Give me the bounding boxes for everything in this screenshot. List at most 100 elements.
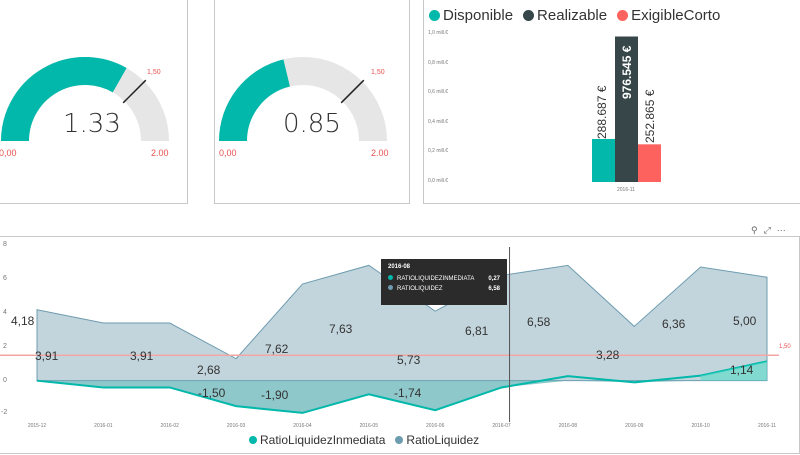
legend-label-disponible: Disponible	[443, 7, 514, 24]
x-tick-2016-05: 2016-05	[360, 423, 379, 429]
x-tick-2016-06: 2016-06	[426, 423, 445, 429]
ratioliquidez-value-label: 7,63	[329, 322, 353, 336]
ratioliquidez-value-label: 6,58	[527, 315, 551, 329]
ratioliquidez-value-label: 3,91	[130, 349, 154, 363]
gauge-1-target-marker	[122, 79, 147, 104]
line-chart-legend: RatioLiquidezInmediata RatioLiquidez	[249, 433, 479, 447]
line-y-tick-8: 8	[3, 241, 7, 248]
line-chart-card[interactable]: ⚲ ⤢ ⋯ 2015-12 2016-01 2016-02 2016-03 2016-0…	[0, 225, 800, 454]
gauge-card-2[interactable]: 0.85 0,00 2.00 1,50	[214, 0, 410, 204]
y-tick-0-0: 0,0 mill.€	[428, 178, 449, 184]
gauge-1-value-arc	[1, 57, 127, 142]
tooltip-row-inmediata: RATIOLIQUIDEZINMEDIATA 0,27	[388, 275, 500, 282]
legend-dot-exigiblecorto	[617, 10, 629, 21]
visual-header-icons: ⚲ ⤢ ⋯	[751, 225, 786, 236]
x-tick-2016-07: 2016-07	[492, 423, 511, 429]
ratioliquidezinmediata-value-label: 1,14	[730, 363, 754, 377]
x-tick-2015-12: 2015-12	[28, 423, 47, 429]
x-axis-ticks: 2015-12 2016-01 2016-02 2016-03 2016-04 2016-…	[28, 423, 776, 429]
bar-chart-card[interactable]: Disponible Realizable ExigibleCorto 1,0 …	[423, 0, 800, 204]
bar-label-disponible: 288.687 €	[595, 85, 609, 139]
ratioliquidez-value-label: 6,81	[465, 324, 489, 338]
positive-highlight-area	[700, 361, 767, 381]
ratioliquidez-value-label: 2,68	[197, 363, 221, 377]
tooltip: 2016-08 RATIOLIQUIDEZINMEDIATA 0,27 RATI…	[381, 259, 507, 305]
x-tick-2016-01: 2016-01	[94, 423, 113, 429]
ratioliquidez-value-label: 5,73	[397, 353, 421, 367]
gauge-2-target-marker	[340, 79, 365, 104]
gauge-2-value-arc	[219, 59, 291, 142]
tooltip-value-inmediata: 0,27	[488, 275, 500, 282]
gauge-2-target-label: 1,50	[371, 69, 385, 76]
ratioliquidezinmediata-area	[37, 380, 767, 413]
tooltip-label-inmediata: RATIOLIQUIDEZINMEDIATA	[397, 276, 475, 282]
gauge-1-target-label: 1,50	[147, 69, 161, 76]
gauge-1	[1, 57, 169, 142]
bar-label-realizable: 976.545 €	[620, 45, 634, 99]
ratioliquidezinmediata-value-label: -1,50	[198, 386, 226, 400]
legend-item-disponible[interactable]: Disponible	[429, 7, 513, 24]
tooltip-row-liquidez: RATIOLIQUIDEZ 6,58	[388, 285, 500, 292]
line-y-tick-neg2: -2	[1, 409, 8, 416]
legend-label-ratioliquidez: RatioLiquidez	[406, 433, 480, 447]
y-tick-0-6: 0,6 mill.€	[428, 89, 449, 95]
tooltip-label-liquidez: RATIOLIQUIDEZ	[397, 286, 443, 292]
ratioliquidez-value-label: 3,91	[35, 349, 59, 363]
ratioliquidezinmediata-value-label: -1,74	[394, 386, 422, 400]
gauge-1-max-label: 2.00	[151, 148, 169, 158]
ratioliquidez-value-label: 4,18	[11, 314, 35, 328]
gauge-2-value: 0.85	[283, 109, 341, 139]
legend-item-ratioliquidezinmediata[interactable]: RatioLiquidezInmediata	[249, 433, 385, 447]
legend-dot-ratioliquidezinmediata	[249, 436, 257, 444]
x-tick-2016-02: 2016-02	[161, 423, 180, 429]
bar-chart-plot	[592, 36, 661, 182]
line-y-tick-2: 2	[3, 343, 7, 350]
tooltip-value-liquidez: 6,58	[488, 285, 500, 292]
x-tick-2016-03: 2016-03	[227, 423, 246, 429]
y-tick-0-2: 0,2 mill.€	[428, 148, 449, 154]
line-y-tick-0: 0	[3, 377, 7, 384]
focus-icon[interactable]: ⤢	[763, 225, 771, 235]
gauge-2-min-label: 0,00	[219, 148, 237, 158]
ratioliquidez-value-label: 7,62	[265, 342, 289, 356]
line-y-tick-4: 4	[3, 309, 7, 316]
ratioliquidez-value-label: 3,28	[596, 348, 620, 362]
bar-chart-legend: Disponible Realizable ExigibleCorto	[429, 7, 720, 24]
gauge-card-1[interactable]: 1.33 0,00 2.00 1,50	[0, 0, 188, 204]
legend-item-realizable[interactable]: Realizable	[523, 7, 607, 24]
legend-label-realizable: Realizable	[537, 7, 608, 24]
x-tick-2016-09: 2016-09	[625, 423, 644, 429]
legend-dot-disponible	[429, 10, 440, 21]
gauge-2-max-label: 2.00	[371, 148, 389, 158]
x-tick-2016-11: 2016-11	[758, 423, 776, 429]
target-label: 1,50	[779, 344, 791, 350]
legend-label-exigiblecorto: ExigibleCorto	[631, 7, 721, 24]
bar-disponible	[592, 138, 615, 182]
y-tick-0-8: 0,8 mill.€	[428, 60, 449, 66]
legend-dot-ratioliquidez	[395, 436, 404, 444]
legend-item-ratioliquidez[interactable]: RatioLiquidez	[395, 433, 479, 447]
y-tick-1-0: 1,0 mill.€	[428, 30, 449, 36]
ratioliquidez-area	[36, 264, 768, 382]
ratioliquidez-value-label: 6,36	[662, 317, 686, 331]
ratioliquidezinmediata-value-label: -1,90	[261, 388, 289, 402]
tooltip-dot-liquidez	[388, 285, 393, 290]
bar-realizable	[615, 36, 638, 182]
tooltip-dot-inmediata	[388, 275, 393, 280]
line-y-tick-6: 6	[3, 275, 7, 282]
ratioliquidezinmediata-line	[36, 360, 768, 414]
gauge-1-min-label: 0,00	[0, 148, 17, 158]
pin-icon[interactable]: ⚲	[751, 225, 758, 235]
legend-item-exigiblecorto[interactable]: ExigibleCorto	[617, 7, 720, 24]
legend-label-ratioliquidezinmediata: RatioLiquidezInmediata	[260, 433, 386, 447]
ratioliquidez-value-label: 5,00	[733, 314, 757, 328]
x-tick-2016-10: 2016-10	[691, 423, 710, 429]
more-icon[interactable]: ⋯	[776, 225, 786, 235]
legend-dot-realizable	[523, 10, 535, 21]
x-tick-2016-04: 2016-04	[293, 423, 312, 429]
gauge-1-value: 1.33	[63, 109, 121, 139]
tooltip-title: 2016-08	[388, 264, 411, 270]
bar-exigiblecorto	[638, 144, 661, 182]
bar-label-exigiblecorto: 252.865 €	[643, 89, 657, 143]
line-chart-plot: 2015-12 2016-01 2016-02 2016-03 2016-04 2016-…	[0, 247, 779, 429]
